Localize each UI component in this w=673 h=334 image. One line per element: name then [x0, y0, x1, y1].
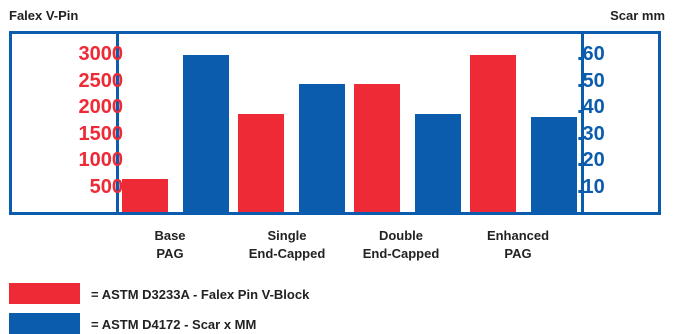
right-axis-tick-label: .30 [577, 122, 605, 145]
plot-area [119, 34, 581, 212]
bar-falex-vpin [122, 179, 168, 212]
right-axis-divider [581, 34, 584, 212]
right-axis-title: Scar mm [610, 8, 665, 23]
left-axis-tick-label: 1500 [78, 122, 124, 145]
left-axis-tick-label: 500 [89, 175, 123, 198]
category-label: Single End-Capped [248, 228, 326, 261]
bar-scar-mm [531, 117, 577, 212]
left-axis-tick-label: 1000 [78, 149, 124, 171]
right-axis-tick-label: .60 [577, 43, 605, 65]
right-axis-tick-label: .50 [577, 69, 605, 92]
bar-scar-mm [183, 54, 229, 212]
right-axis-tick-label: .10 [577, 175, 605, 198]
left-axis-tick-label: 2000 [78, 96, 124, 118]
category-label: Base PAG [154, 228, 186, 261]
legend-swatch-falex [9, 283, 80, 304]
left-axis-tick-label: 3000 [78, 43, 124, 65]
category-label: Double End-Capped [362, 228, 440, 261]
bar-falex-vpin [238, 114, 284, 212]
chart-frame [9, 31, 661, 215]
left-axis-title: Falex V-Pin [9, 8, 79, 23]
category-label: Enhanced PAG [486, 228, 550, 261]
left-axis-tick-label: 2500 [78, 69, 124, 92]
legend-swatch-scar [9, 313, 80, 334]
right-axis-tick-label: .40 [577, 96, 605, 118]
bar-falex-vpin [470, 54, 516, 212]
bar-scar-mm [415, 114, 461, 212]
legend-label-scar: = ASTM D4172 - Scar x MM [91, 317, 257, 332]
bar-falex-vpin [354, 84, 400, 212]
bar-scar-mm [299, 84, 345, 212]
left-axis-divider [116, 34, 119, 212]
legend-label-falex: = ASTM D3233A - Falex Pin V-Block [91, 287, 310, 302]
right-axis-tick-label: .20 [577, 149, 605, 171]
